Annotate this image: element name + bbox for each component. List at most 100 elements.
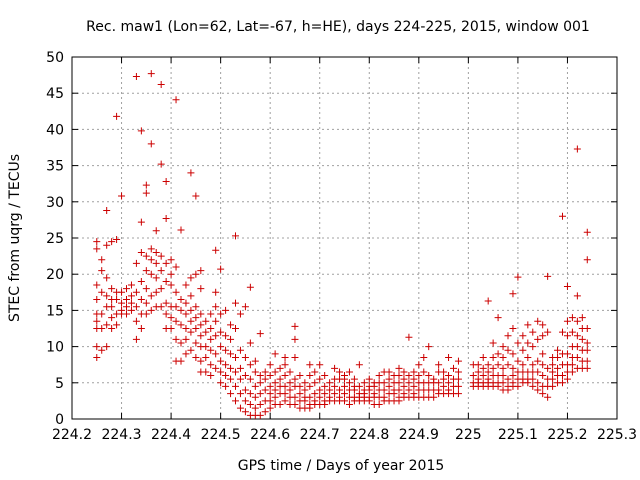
data-point xyxy=(559,328,566,336)
data-point xyxy=(331,364,339,372)
data-point xyxy=(331,390,339,398)
data-point xyxy=(118,299,126,307)
data-point xyxy=(291,335,299,343)
data-point xyxy=(534,317,542,325)
data-point xyxy=(514,273,522,281)
data-point xyxy=(103,206,111,214)
data-point xyxy=(227,364,235,372)
data-point xyxy=(103,274,111,282)
data-point xyxy=(306,361,314,369)
data-point xyxy=(147,270,155,278)
data-point xyxy=(251,368,259,376)
data-point xyxy=(395,379,403,387)
data-point xyxy=(559,212,566,220)
data-point xyxy=(212,332,220,340)
data-point xyxy=(296,390,304,398)
data-point xyxy=(454,368,462,376)
data-point xyxy=(484,375,492,383)
data-point xyxy=(212,364,220,372)
data-point xyxy=(232,325,239,332)
data-point xyxy=(326,379,334,387)
data-point xyxy=(197,267,205,275)
data-point xyxy=(142,285,150,293)
data-point xyxy=(177,226,185,234)
data-point xyxy=(440,368,448,376)
data-point xyxy=(301,386,309,394)
data-point xyxy=(182,325,190,332)
data-point xyxy=(479,372,487,380)
data-point xyxy=(232,353,239,361)
data-point xyxy=(450,364,457,372)
data-point xyxy=(341,397,348,405)
data-point xyxy=(568,328,576,336)
data-point xyxy=(197,285,205,293)
data-point xyxy=(222,346,230,354)
y-tick-label: 10 xyxy=(46,340,64,356)
data-point xyxy=(306,393,314,401)
data-point xyxy=(469,372,477,380)
data-point xyxy=(316,361,324,369)
data-point xyxy=(162,277,170,285)
data-point xyxy=(539,372,547,380)
data-point xyxy=(286,379,294,387)
data-point xyxy=(281,372,289,380)
data-point xyxy=(360,379,368,387)
data-point xyxy=(162,178,170,186)
data-point xyxy=(147,70,155,78)
data-point xyxy=(222,382,230,390)
data-point xyxy=(583,325,591,332)
y-tick-label: 25 xyxy=(46,231,64,247)
data-point xyxy=(123,303,130,311)
data-point xyxy=(499,353,507,361)
data-point xyxy=(534,368,542,376)
data-point xyxy=(336,393,344,401)
data-point xyxy=(162,299,170,307)
x-tick-label: 224.9 xyxy=(399,427,439,443)
data-point xyxy=(266,361,274,369)
data-point xyxy=(509,372,517,380)
data-point xyxy=(132,73,140,81)
data-point xyxy=(514,339,522,347)
data-point xyxy=(534,379,542,387)
data-point xyxy=(98,256,106,264)
data-point xyxy=(98,310,106,318)
data-point xyxy=(192,192,200,200)
x-tick-label: 224.7 xyxy=(300,427,340,443)
data-point xyxy=(157,303,165,311)
data-point xyxy=(192,270,200,278)
data-point xyxy=(202,317,210,325)
data-point xyxy=(187,169,195,177)
data-point xyxy=(489,364,497,372)
data-point xyxy=(202,328,210,336)
y-tick-label: 20 xyxy=(46,267,64,283)
data-point xyxy=(435,379,443,387)
data-point xyxy=(207,372,215,380)
data-point xyxy=(157,81,165,89)
data-point xyxy=(192,314,200,322)
data-point xyxy=(539,321,547,329)
y-tick-label: 40 xyxy=(46,122,64,138)
data-point xyxy=(316,375,324,383)
data-point xyxy=(261,375,269,383)
data-point xyxy=(281,390,289,398)
data-point xyxy=(197,321,205,329)
data-point xyxy=(529,361,537,369)
data-point xyxy=(400,375,408,383)
x-tick-label: 225.2 xyxy=(547,427,587,443)
data-point xyxy=(504,332,512,340)
data-point xyxy=(271,368,279,376)
data-point xyxy=(93,238,101,246)
data-point xyxy=(345,401,353,409)
data-point xyxy=(147,245,155,253)
data-point xyxy=(291,353,299,361)
data-point xyxy=(524,339,532,347)
data-point xyxy=(341,372,348,380)
chart-title: Rec. maw1 (Lon=62, Lat=-67, h=HE), days … xyxy=(86,19,590,35)
data-point xyxy=(395,386,403,394)
data-point xyxy=(573,343,581,351)
y-tick-label: 5 xyxy=(55,376,64,392)
data-point xyxy=(182,281,190,289)
data-point xyxy=(539,361,547,369)
data-point xyxy=(534,386,542,394)
data-point xyxy=(425,372,433,380)
